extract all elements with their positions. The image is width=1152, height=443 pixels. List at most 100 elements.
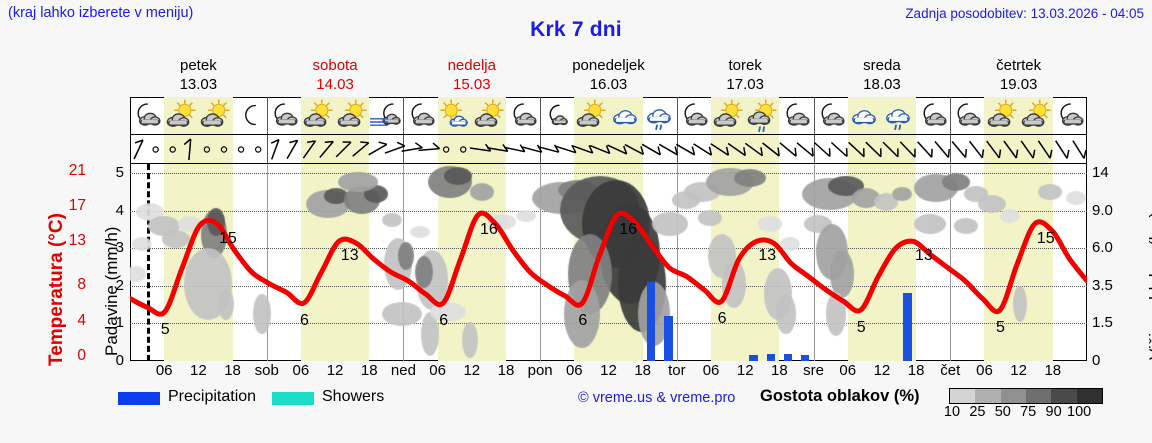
day-date: 14.03 (316, 76, 354, 93)
moon-clouds-icon (267, 98, 301, 133)
precipitation-bar (800, 355, 810, 361)
day-separator (266, 97, 268, 134)
cloud-density-layer (130, 164, 1087, 361)
sun-clouds-icon (574, 98, 608, 133)
wind-barb-band (130, 135, 1087, 164)
wind-barb (384, 141, 406, 154)
wind-barb (270, 138, 280, 160)
day-name: sreda (863, 57, 901, 74)
cloud-density-swatch-90 (1051, 389, 1077, 403)
wind-barb (1037, 140, 1053, 159)
x-axis-tick: 12 (873, 362, 891, 379)
wind-barb (727, 142, 747, 157)
x-axis-day-label: sre (803, 362, 824, 379)
chart-data-band: 15 5 13 6 16 6 16 6 13 6 13 5 15 5 (130, 164, 1087, 361)
wind-barb (1003, 140, 1019, 159)
day-date: 19.03 (999, 76, 1038, 93)
daily-min-temperature: 6 (578, 311, 588, 329)
x-axis-tick: 12 (326, 362, 344, 379)
moon-clouds-icon (1053, 98, 1087, 133)
wind-barb (572, 145, 594, 154)
wind-barb (589, 144, 611, 155)
wind-barb (675, 143, 696, 156)
sun-clouds-icon (301, 98, 335, 133)
day-header-0: petek 13.03 (130, 56, 267, 94)
day-header-5: sreda 18.03 (814, 56, 951, 94)
day-separator (676, 135, 678, 163)
wind-barb (319, 140, 334, 158)
cloud-density-legend-title: Gostota oblakov (%) (760, 387, 920, 405)
daily-max-temperature: 15 (219, 229, 237, 247)
moon-small-icon (540, 98, 574, 133)
wind-barbs (133, 138, 1087, 161)
moon-clouds-icon (506, 98, 540, 133)
x-axis-tick: 18 (771, 362, 788, 379)
wind-barb (624, 143, 645, 156)
x-axis-tick: 06 (976, 362, 993, 379)
wind-barb (934, 141, 950, 158)
precipitation-bar (749, 355, 759, 361)
moon-clouds-icon (950, 98, 984, 133)
day-name: petek (180, 57, 217, 74)
cloud-density-scale-label: 10 (943, 404, 961, 420)
cloud-density-scale-label: 25 (969, 404, 986, 420)
daily-max-temperature: 13 (758, 247, 777, 265)
wind-barb (183, 138, 192, 161)
day-date: 18.03 (863, 76, 901, 93)
day-header-3: ponedeljek 16.03 (540, 56, 677, 94)
daily-min-temperature: 6 (717, 310, 727, 328)
wind-barb (203, 146, 211, 153)
wind-barb (504, 144, 526, 153)
daily-min-temperature: 6 (300, 311, 309, 329)
x-axis-tick: 12 (463, 362, 481, 379)
day-separator (266, 135, 268, 163)
sun-clouds-icon (472, 98, 506, 133)
day-separator (813, 135, 815, 163)
day-separator (403, 135, 405, 163)
daily-max-temperature: 15 (1036, 229, 1055, 247)
wind-barb (133, 139, 144, 160)
precipitation-tick-label: 0 (115, 352, 124, 369)
wind-barb (830, 141, 848, 158)
moon-clouds-icon (130, 98, 164, 133)
cloud-height-tick-label: 3.5 (1092, 276, 1113, 294)
clouds-icon (848, 98, 882, 133)
cloud-density-scale-label: 90 (1045, 404, 1062, 420)
cloud-height-tick-label: 14 (1092, 164, 1109, 182)
wind-barb (865, 141, 882, 158)
x-axis-tick: 12 (600, 362, 617, 379)
cloud-density-scale-label: 100 (1067, 404, 1092, 420)
precipitation-tick-label: 5 (115, 164, 124, 182)
wind-barb (968, 140, 985, 159)
x-axis-tick: 18 (634, 362, 652, 379)
cloud-density-scale-label: 50 (994, 404, 1011, 420)
day-date: 16.03 (589, 76, 628, 93)
sun-clouds-rain-icon (745, 98, 779, 133)
copyright-link[interactable]: © vreme.us & vreme.pro (578, 390, 736, 406)
sun-clouds-icon (985, 98, 1019, 133)
precipitation-bar (783, 353, 793, 361)
wind-barb (607, 144, 628, 155)
wind-barb (951, 141, 968, 158)
x-axis-day-label: pon (527, 362, 553, 379)
wind-barb (744, 142, 764, 157)
cloud-height-tick-label: 6.0 (1092, 239, 1113, 257)
day-header-1: sobota 14.03 (267, 56, 404, 94)
precipitation-tick-label: 2 (115, 276, 124, 294)
x-axis-tick: 06 (429, 362, 446, 379)
precipitation-tick-label: 4 (115, 201, 124, 219)
x-axis-tick-row: 06 12 18 sob 06 12 18 ned 06 12 18 pon 06 12 18 tor 06 12… (130, 362, 1087, 384)
cloud-height-axis-title-text: Višina oblakov (km) (1146, 211, 1152, 360)
day-separator (403, 97, 405, 134)
sun-cloud-small-icon (438, 98, 472, 133)
moon-clouds-icon (677, 98, 711, 133)
x-axis-day-label: tor (668, 362, 686, 379)
cloud-height-tick-label: 9.0 (1092, 201, 1113, 219)
sun-clouds-icon (164, 98, 198, 133)
clouds-rain-icon (882, 98, 916, 133)
precipitation-bar (664, 315, 673, 361)
day-separator (950, 97, 952, 134)
cloud-density-scale-bar (949, 388, 1103, 404)
wind-barb (418, 142, 440, 152)
wind-barb (286, 139, 299, 159)
